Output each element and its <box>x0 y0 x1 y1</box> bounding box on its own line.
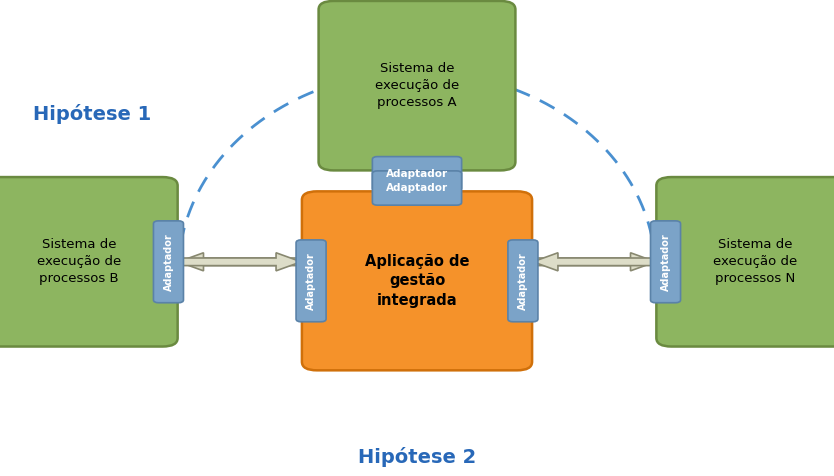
Text: Sistema de
execução de
processos N: Sistema de execução de processos N <box>712 238 797 285</box>
FancyArrow shape <box>401 174 433 188</box>
FancyArrow shape <box>178 253 301 271</box>
FancyBboxPatch shape <box>508 240 538 322</box>
Text: Adaptador: Adaptador <box>386 183 448 193</box>
FancyBboxPatch shape <box>372 157 461 191</box>
FancyBboxPatch shape <box>0 177 178 347</box>
FancyBboxPatch shape <box>296 240 326 322</box>
FancyBboxPatch shape <box>319 1 515 170</box>
FancyBboxPatch shape <box>656 177 834 347</box>
FancyArrow shape <box>178 253 301 271</box>
FancyArrow shape <box>533 253 656 271</box>
Text: Adaptador: Adaptador <box>518 252 528 310</box>
Text: Sistema de
execução de
processos A: Sistema de execução de processos A <box>374 62 460 109</box>
Text: Sistema de
execução de
processos B: Sistema de execução de processos B <box>37 238 122 285</box>
Text: Adaptador: Adaptador <box>306 252 316 310</box>
Text: Adaptador: Adaptador <box>163 233 173 291</box>
Text: Adaptador: Adaptador <box>661 233 671 291</box>
FancyArrow shape <box>533 253 656 271</box>
FancyBboxPatch shape <box>372 171 461 205</box>
FancyArrow shape <box>401 174 433 188</box>
Text: Adaptador: Adaptador <box>386 169 448 179</box>
Text: Aplicação de
gestão
integrada: Aplicação de gestão integrada <box>364 254 470 308</box>
FancyBboxPatch shape <box>651 221 681 303</box>
FancyBboxPatch shape <box>302 191 532 370</box>
Text: Hipótese 1: Hipótese 1 <box>33 104 152 124</box>
FancyBboxPatch shape <box>153 221 183 303</box>
Text: Hipótese 2: Hipótese 2 <box>358 447 476 467</box>
